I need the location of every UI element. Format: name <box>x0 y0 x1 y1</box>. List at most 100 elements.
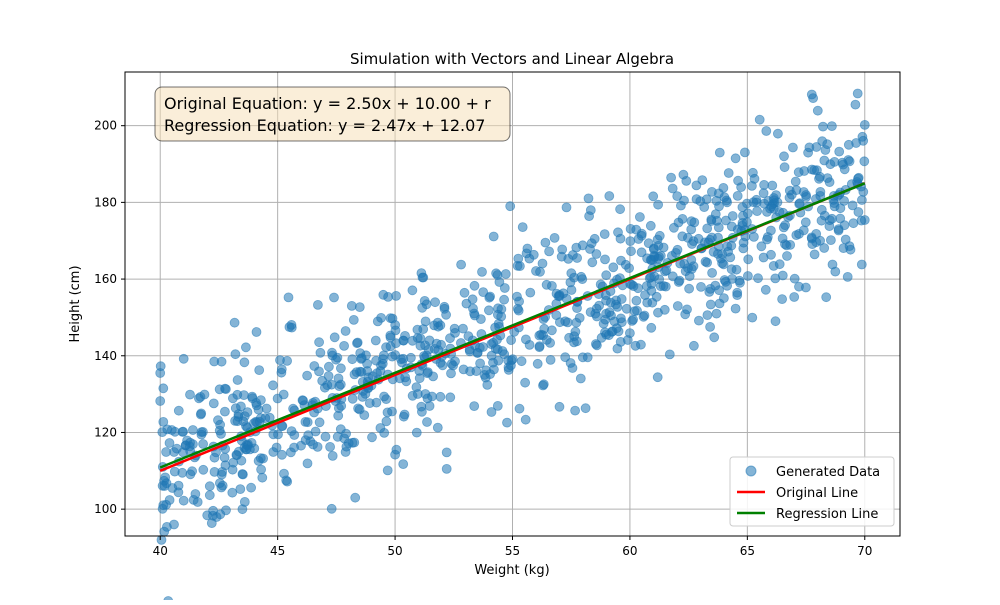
data-point <box>812 105 823 116</box>
data-point <box>779 151 789 162</box>
equation-annotation: Original Equation: y = 2.50x + 10.00 + r… <box>154 86 511 142</box>
data-point <box>566 268 577 279</box>
data-point <box>806 89 817 100</box>
data-point <box>488 231 499 242</box>
data-point <box>759 179 769 190</box>
data-point <box>599 229 610 240</box>
data-point <box>235 484 246 495</box>
data-point <box>752 206 762 217</box>
data-point <box>260 413 271 424</box>
data-point <box>592 340 602 351</box>
data-point <box>335 363 346 374</box>
data-point <box>648 191 659 202</box>
data-point <box>485 291 496 302</box>
data-point <box>230 349 241 360</box>
data-point <box>286 319 297 330</box>
data-point <box>789 292 800 302</box>
data-point <box>794 228 804 239</box>
data-point <box>702 310 713 321</box>
data-point <box>811 237 822 248</box>
data-point <box>709 332 720 343</box>
data-point <box>664 349 675 360</box>
data-point <box>239 357 250 368</box>
data-point <box>747 180 757 191</box>
data-point <box>219 406 230 417</box>
data-point <box>411 427 422 438</box>
data-point <box>312 299 323 310</box>
data-point <box>187 425 198 435</box>
data-point <box>801 282 811 293</box>
data-point <box>766 249 776 260</box>
data-point <box>445 333 455 344</box>
data-point <box>702 223 713 234</box>
data-point <box>378 354 388 365</box>
data-point <box>691 180 702 191</box>
data-point <box>532 358 543 369</box>
data-point <box>556 251 567 262</box>
data-point <box>196 427 207 438</box>
data-point <box>847 200 858 211</box>
data-point <box>441 463 452 474</box>
data-point <box>834 146 845 157</box>
data-point <box>343 438 354 449</box>
data-point <box>228 457 239 468</box>
data-point <box>636 247 647 258</box>
data-point <box>419 295 430 306</box>
data-point <box>178 495 189 506</box>
data-point <box>255 453 266 464</box>
data-point <box>850 99 861 110</box>
data-point <box>399 409 410 420</box>
data-point <box>157 427 168 438</box>
data-point <box>628 281 639 292</box>
data-point <box>781 240 792 251</box>
data-point <box>609 316 620 327</box>
data-point <box>155 396 166 406</box>
data-point <box>732 190 743 201</box>
data-point <box>423 344 434 355</box>
data-point <box>772 197 783 208</box>
data-point <box>714 201 724 212</box>
data-point <box>565 277 576 288</box>
legend-label-regression-line: Regression Line <box>776 507 878 522</box>
data-point <box>541 334 552 345</box>
data-point <box>682 304 692 315</box>
y-axis-label: Height (cm) <box>68 265 83 342</box>
data-point <box>169 519 179 530</box>
data-point <box>458 323 468 334</box>
data-point <box>286 426 297 437</box>
x-tick-label: 70 <box>857 544 872 558</box>
data-point <box>719 192 730 203</box>
data-point <box>391 444 402 455</box>
data-point <box>587 257 598 268</box>
data-point <box>720 276 731 287</box>
data-point <box>737 220 748 231</box>
data-point <box>239 496 250 507</box>
data-point <box>708 246 719 257</box>
data-point <box>278 389 289 400</box>
data-point <box>520 414 531 425</box>
data-point <box>327 350 338 361</box>
data-point <box>505 201 516 212</box>
data-point <box>748 197 759 208</box>
data-point <box>185 389 195 400</box>
data-point <box>215 509 226 520</box>
data-point <box>705 283 716 294</box>
data-point <box>673 277 684 287</box>
data-point <box>604 307 615 318</box>
data-point <box>435 391 446 402</box>
data-point <box>193 393 204 404</box>
data-point <box>411 382 422 393</box>
data-point <box>631 224 642 235</box>
data-point <box>827 213 837 224</box>
data-point <box>323 361 334 372</box>
data-point <box>723 246 733 257</box>
data-point <box>684 283 694 294</box>
data-point <box>314 337 325 348</box>
data-point <box>516 356 527 367</box>
data-point <box>370 335 381 346</box>
data-point <box>653 199 663 210</box>
data-point <box>429 320 440 331</box>
regression-equation-text: Regression Equation: y = 2.47x + 12.07 <box>164 116 485 135</box>
data-point <box>160 472 171 483</box>
data-point <box>803 147 813 158</box>
